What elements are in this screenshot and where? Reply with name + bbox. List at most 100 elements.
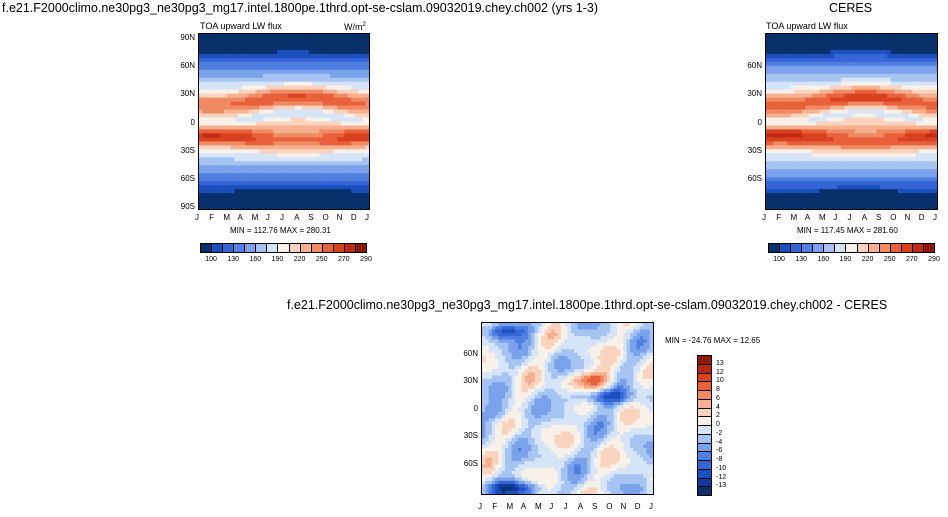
difference-heatmap-cell xyxy=(633,349,638,354)
left-heatmap-cell xyxy=(259,161,264,166)
difference-heatmap-cell xyxy=(491,349,496,354)
right-heatmap-cell xyxy=(773,193,778,198)
right-heatmap-cell xyxy=(805,41,810,47)
right-heatmap-cell xyxy=(901,205,906,209)
right-heatmap-cell xyxy=(883,77,888,83)
left-heatmap-cell xyxy=(237,189,243,194)
left-heatmap-cell xyxy=(259,121,264,127)
right-heatmap-cell xyxy=(826,105,831,111)
difference-heatmap-cell xyxy=(521,349,526,354)
right-heatmap-cell xyxy=(862,157,867,162)
difference-heatmap-cell xyxy=(616,365,621,370)
right-heatmap-cell xyxy=(872,161,878,166)
right-heatmap-cell xyxy=(855,73,860,79)
difference-heatmap-cell xyxy=(495,323,500,327)
right-heatmap-cell xyxy=(808,145,813,150)
right-heatmap-cell xyxy=(805,81,810,87)
right-heatmap-cell xyxy=(915,73,920,79)
difference-heatmap-cell xyxy=(514,355,519,360)
right-heatmap-cell xyxy=(933,57,937,63)
right-heatmap-cell xyxy=(869,149,874,154)
right-heatmap-cell xyxy=(933,109,937,115)
left-heatmap-cell xyxy=(245,117,250,123)
left-heatmap-cell xyxy=(280,165,285,170)
difference-heatmap-cell xyxy=(557,323,562,327)
left-heatmap-cell xyxy=(230,129,236,135)
right-heatmap-cell xyxy=(773,161,778,166)
left-heatmap-cell xyxy=(259,65,264,71)
right-heatmap-cell xyxy=(776,77,781,83)
right-heatmap-cell xyxy=(844,73,849,79)
left-heatmap-cell xyxy=(287,149,292,154)
right-heatmap-cell xyxy=(894,129,899,135)
left-heatmap-cell xyxy=(241,57,246,63)
left-heatmap-cell xyxy=(248,177,253,182)
left-heatmap-cell xyxy=(241,157,246,162)
right-heatmap-cell xyxy=(812,129,817,135)
right-heatmap-cell xyxy=(894,137,899,142)
right-heatmap-cell xyxy=(833,85,838,91)
difference-heatmap-cell xyxy=(583,346,588,350)
left-heatmap-cell xyxy=(262,185,267,190)
right-heatmap-cell xyxy=(808,141,813,146)
left-heatmap-cell xyxy=(344,37,349,43)
right-heatmap-cell xyxy=(805,121,810,127)
left-heatmap-cell xyxy=(269,169,274,174)
left-heatmap-cell xyxy=(322,177,328,182)
left-heatmap-cell xyxy=(294,101,299,107)
right-heatmap-cell xyxy=(851,41,856,47)
left-heatmap-cell xyxy=(230,89,236,95)
right-heatmap-cell xyxy=(833,69,838,75)
left-heatmap-cell xyxy=(280,73,285,79)
left-heatmap-cell xyxy=(326,93,331,99)
difference-heatmap-cell xyxy=(613,365,618,370)
right-heatmap-cell xyxy=(801,89,806,95)
right-heatmap-cell xyxy=(773,97,778,103)
difference-heatmap-cell xyxy=(567,346,572,350)
left-heatmap-cell xyxy=(245,129,250,135)
right-heatmap-cell xyxy=(830,157,835,162)
right-heatmap-cell xyxy=(837,129,842,135)
left-heatmap-cell xyxy=(301,157,306,162)
left-heatmap-cell xyxy=(248,145,253,150)
difference-heatmap-cell xyxy=(557,349,562,354)
right-heatmap-cell xyxy=(912,113,917,119)
right-heatmap-cell xyxy=(783,41,788,47)
right-heatmap-cell xyxy=(790,34,796,39)
difference-heatmap-cell xyxy=(495,346,500,350)
right-heatmap-cell xyxy=(815,129,821,135)
right-heatmap-cell xyxy=(776,81,781,87)
left-heatmap-cell xyxy=(202,165,207,170)
left-heatmap-cell xyxy=(262,189,267,194)
left-heatmap-cell xyxy=(199,153,204,158)
left-heatmap-cell xyxy=(259,181,264,186)
right-heatmap-cell xyxy=(851,185,856,190)
right-heatmap-cell xyxy=(876,193,881,198)
left-heatmap-cell xyxy=(220,177,225,182)
left-heatmap-cell xyxy=(287,97,292,103)
right-heatmap-cell xyxy=(773,141,778,146)
difference-heatmap-cell xyxy=(482,359,486,364)
difference-heatmap-cell xyxy=(518,346,523,350)
right-heatmap-cell xyxy=(769,161,774,166)
difference-heatmap-cell xyxy=(495,349,500,354)
left-heatmap-cell xyxy=(361,73,367,79)
difference-heatmap-cell xyxy=(574,326,578,331)
left-heatmap-cell xyxy=(280,61,285,67)
left-heatmap-cell xyxy=(337,109,342,115)
left-heatmap-cell xyxy=(255,193,260,198)
left-heatmap-cell xyxy=(220,133,225,139)
difference-heatmap-cell xyxy=(511,359,516,364)
right-heatmap-cell xyxy=(783,197,788,202)
left-heatmap-cell xyxy=(220,101,225,107)
right-heatmap-cell xyxy=(837,97,842,103)
right-heatmap-cell xyxy=(847,173,853,178)
left-heatmap-cell xyxy=(305,125,310,131)
left-heatmap-cell xyxy=(308,165,313,170)
right-heatmap-cell xyxy=(912,197,917,202)
left-heatmap-cell xyxy=(333,61,338,67)
difference-heatmap-cell xyxy=(482,332,486,337)
right-heatmap-cell xyxy=(876,141,881,146)
difference-heatmap-cell xyxy=(587,352,592,357)
left-heatmap-cell xyxy=(234,181,239,186)
